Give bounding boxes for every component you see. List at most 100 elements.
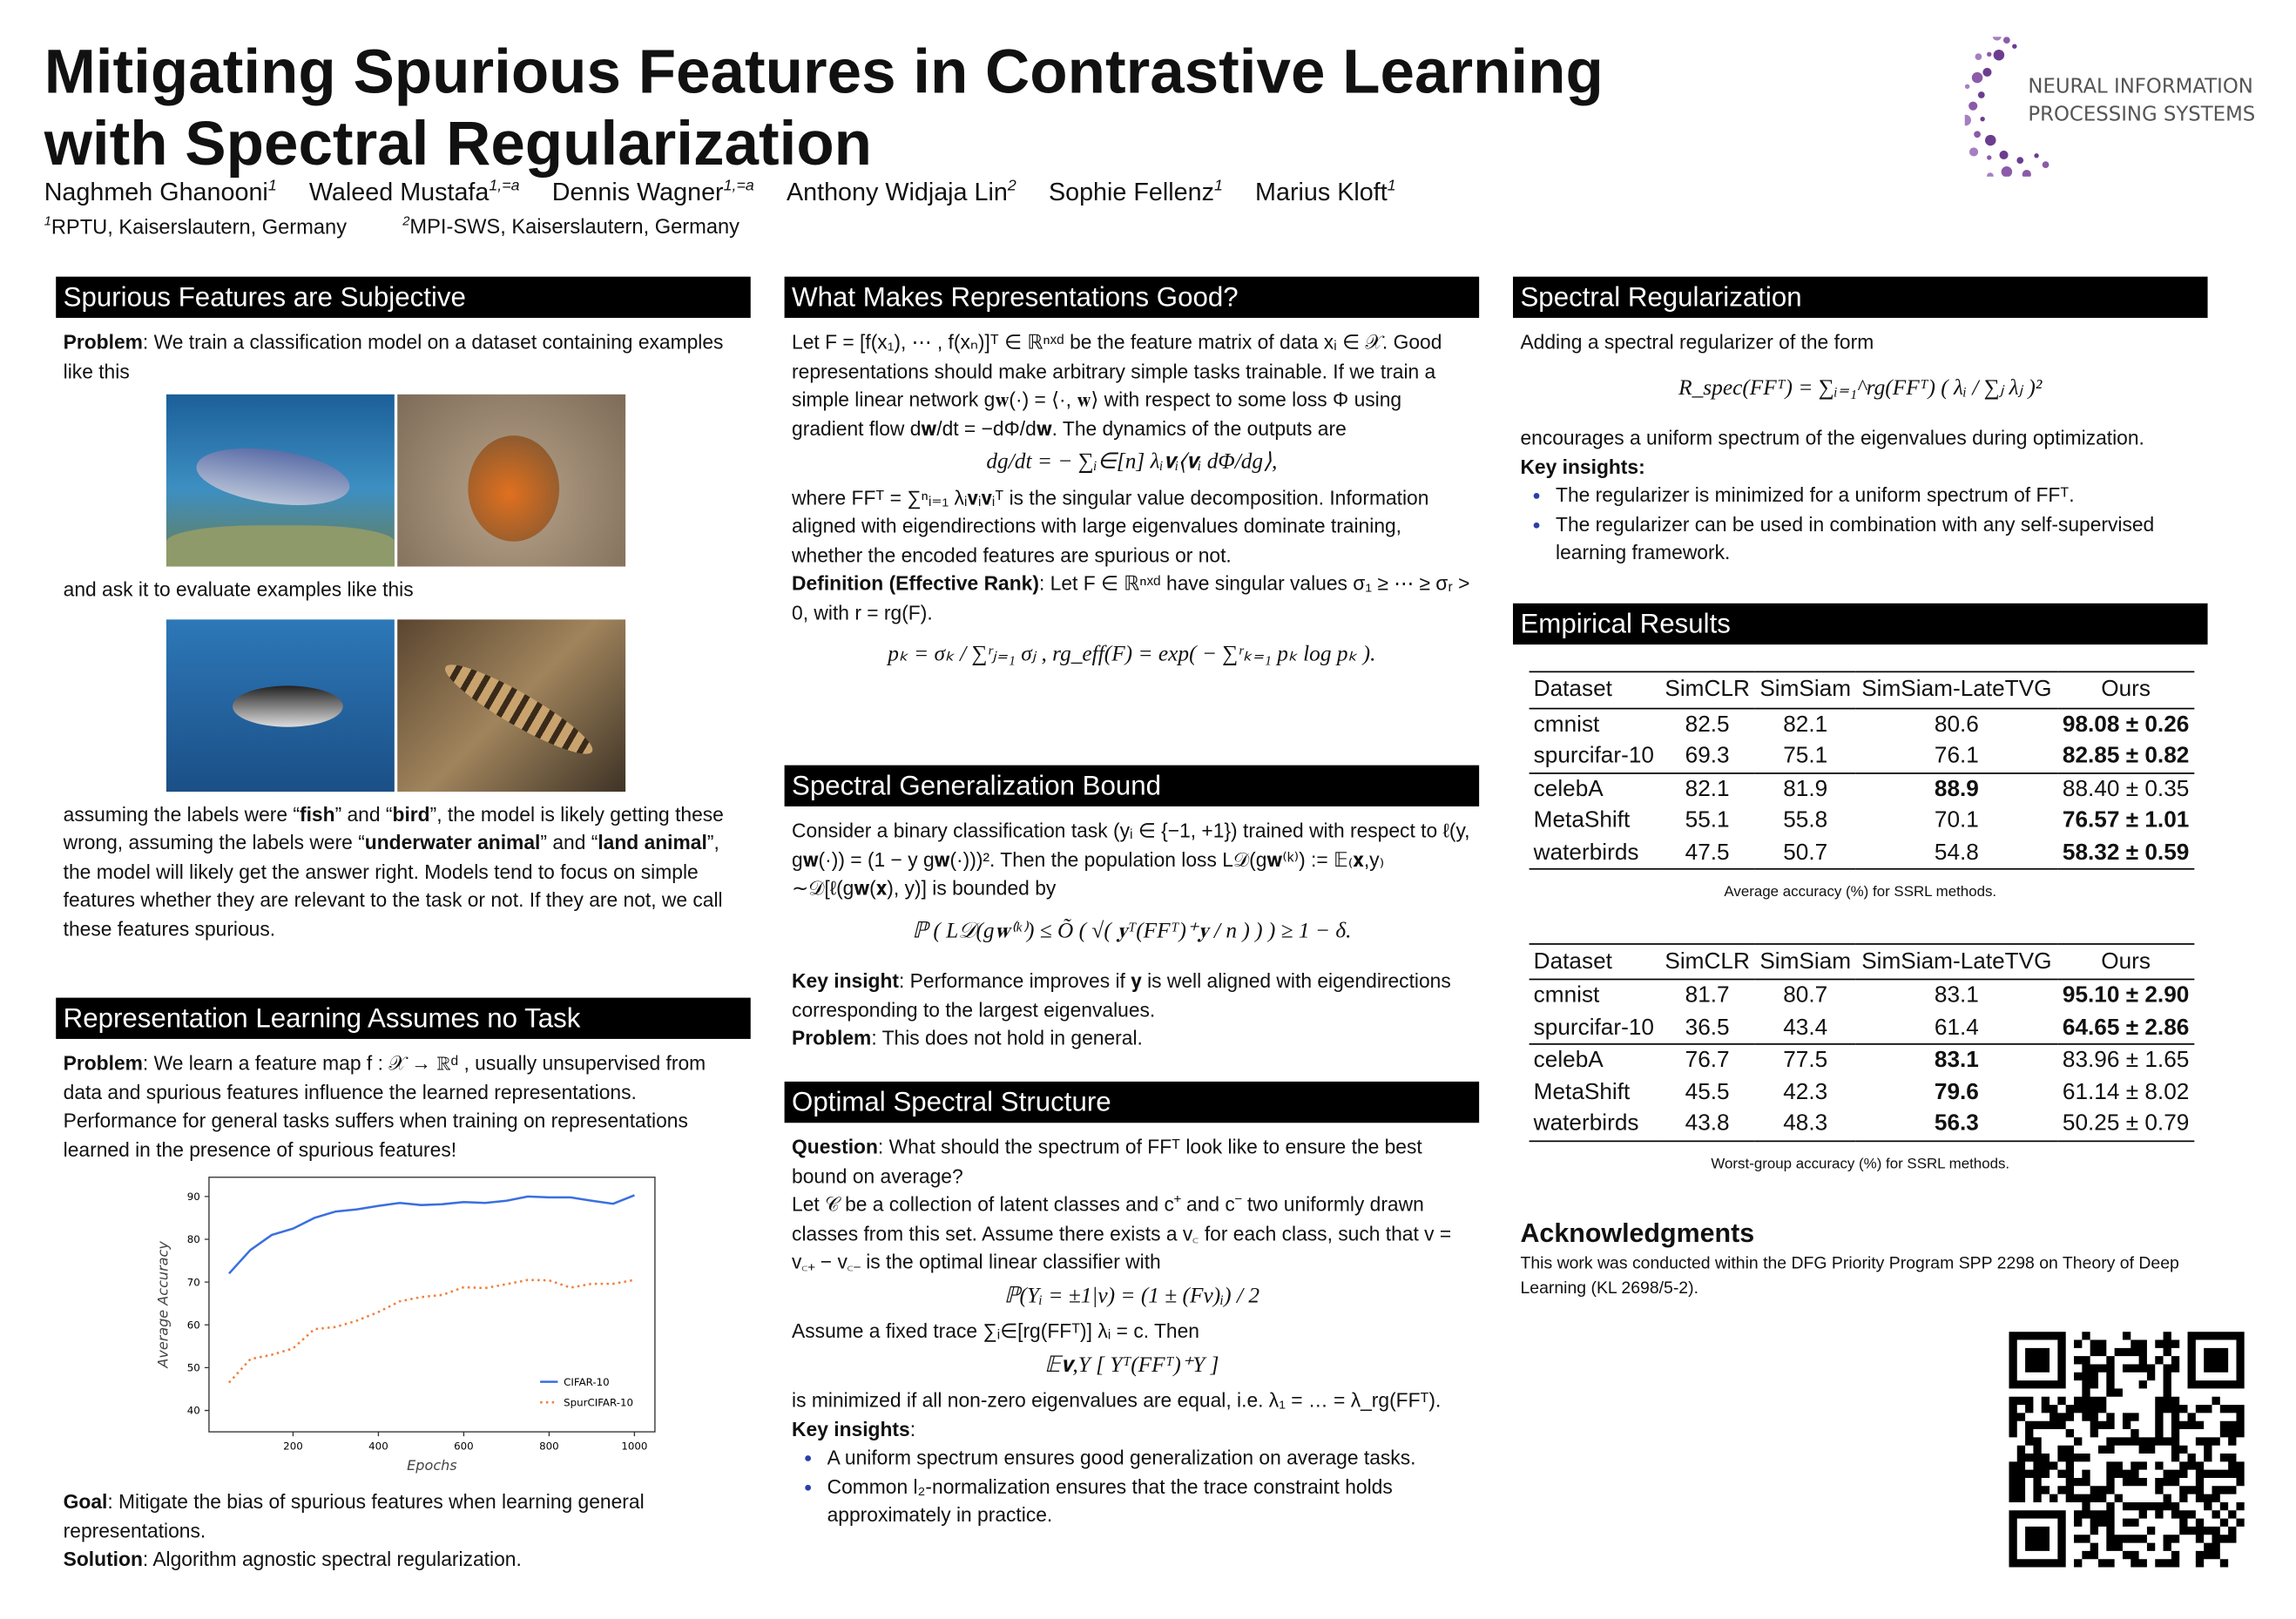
table-cell: 55.8 — [1783, 807, 1828, 833]
table-header: SimCLR — [1659, 671, 1755, 709]
text: Sophie Fellenz — [1048, 177, 1214, 206]
text: : We learn a feature map f : 𝒳 → ℝᵈ , us… — [63, 1052, 706, 1161]
section-title: Spectral Generalization Bound — [784, 765, 1480, 806]
bullet-list: The regularizer is minimized for a unifo… — [1520, 482, 2200, 568]
text: 1 — [1213, 176, 1223, 195]
text: ”, the model is likely getting these wro… — [63, 802, 724, 854]
table-cell: 36.5 — [1685, 1015, 1730, 1040]
equation: 𝔼𝐯,Y [ Yᵀ(FFᵀ)⁺Y ] — [1044, 1353, 1219, 1377]
x-tick-label: 800 — [539, 1440, 559, 1452]
photo-lizard — [397, 618, 626, 792]
qr-code — [2009, 1332, 2245, 1568]
table-cell: spurcifar-10 — [1533, 1015, 1654, 1040]
text: 2 — [402, 213, 410, 228]
y-tick-label: 50 — [187, 1362, 200, 1374]
section: Representation Learning Assumes no Task … — [56, 997, 751, 1575]
table-cell: MetaShift — [1533, 807, 1631, 833]
title-line: with Spectral Regularization — [44, 109, 873, 179]
series-line — [228, 1194, 635, 1275]
author: Marius Kloft1 — [1255, 176, 1396, 206]
y-tick-label: 60 — [187, 1319, 200, 1331]
text: Marius Kloft — [1255, 177, 1388, 206]
x-tick-label: 200 — [283, 1440, 303, 1452]
element: spurcifar-10 69.3 75.1 76.1 82.85 ± 0.82 — [1530, 740, 2195, 772]
text: fish — [299, 802, 335, 826]
table-cell: 48.3 — [1754, 1108, 1856, 1142]
logo-dot — [1980, 116, 1985, 122]
table-cell: 82.85 ± 0.82 — [2062, 743, 2190, 769]
element: Dataset SimCLR SimSiam SimSiam-LateTVG Ours c… — [1513, 644, 2208, 1178]
bullet: The regularizer is minimized for a unifo… — [1556, 482, 2200, 510]
equation: pₖ = σₖ / ∑ʳⱼ₌₁ σⱼ , rg_eff(F) = exp( − … — [888, 643, 1376, 667]
legend-label: SpurCIFAR-10 — [564, 1397, 633, 1409]
logo-dot — [1992, 37, 2002, 41]
element — [232, 685, 343, 726]
element: MetaShift 45.5 42.3 79.6 61.14 ± 8.02 — [1530, 1076, 2195, 1108]
table-header: SimSiam — [1754, 671, 1856, 709]
table-cell: 61.14 ± 8.02 — [2062, 1079, 2190, 1105]
element: MetaShift 55.1 55.8 70.1 76.57 ± 1.01 — [1530, 805, 2195, 836]
table-cell: 98.08 ± 0.26 — [2062, 711, 2190, 737]
table-cell: 47.5 — [1659, 836, 1755, 870]
section-title: Empirical Results — [1513, 603, 2208, 645]
text: 1,=a — [489, 176, 520, 195]
table-cell: 54.8 — [1855, 836, 2057, 870]
table-header: SimSiam-LateTVG — [1855, 942, 2057, 981]
logo-dot — [1999, 150, 2009, 159]
table-cell: 82.5 — [1685, 711, 1730, 737]
results-table: Dataset SimCLR SimSiam SimSiam-LateTVG Ours c… — [1529, 942, 2195, 1142]
table-cell: cmnist — [1533, 982, 1600, 1009]
logo-dot — [1987, 172, 1994, 177]
text: 2 — [1007, 176, 1016, 195]
element — [437, 651, 601, 766]
section: Empirical Results Dataset SimCLR SimSiam Si… — [1513, 603, 2208, 1214]
table-cell: 77.5 — [1754, 1042, 1856, 1077]
ack-title: Acknowledgments — [1520, 1218, 1755, 1248]
y-tick-label: 80 — [187, 1233, 200, 1245]
table-cell: 88.40 ± 0.35 — [2056, 772, 2195, 806]
author: Waleed Mustafa1,=a — [309, 176, 520, 206]
text: 1 — [1387, 176, 1396, 195]
table-header: SimSiam — [1754, 942, 1856, 981]
logo-dot — [1987, 51, 1992, 57]
logo-dot — [2034, 153, 2039, 159]
plot-frame — [208, 1177, 656, 1433]
line-chart: 40 50 60 70 80 90 200 400 600 800 1000 Epochs Averag… — [155, 1177, 656, 1474]
equation: R_spec(FFᵀ) = ∑ᵢ₌₁^rg(FFᵀ) ( λᵢ / ∑ⱼ λⱼ … — [1678, 375, 2043, 400]
section-title: Spectral Regularization — [1513, 276, 2208, 318]
paragraph: Let 𝒞 be a collection of latent classes … — [792, 1193, 1452, 1273]
table-cell: 45.5 — [1685, 1079, 1730, 1105]
logo-dot — [1982, 67, 1992, 78]
paragraph: assuming the labels were “fish” and “bir… — [64, 799, 744, 943]
text: ”, the model will likely get the answer … — [63, 831, 723, 940]
element: Let F = [f(x₁), ⋯ , f(xₙ)]ᵀ ∈ ℝⁿˣᵈ be th… — [785, 318, 1480, 671]
text: : Let F ∈ ℝⁿˣᵈ have singular values σ₁ ≥… — [792, 572, 1470, 624]
logo-dot — [1977, 91, 1985, 98]
y-tick-label: 40 — [187, 1405, 200, 1417]
y-tick-label: 90 — [187, 1191, 200, 1203]
paragraph: Consider a binary classification task (y… — [792, 820, 1470, 900]
acknowledgments: Acknowledgments This work was conducted … — [1520, 1218, 2205, 1302]
text: ” and “ — [334, 802, 393, 826]
author: Sophie Fellenz1 — [1048, 176, 1223, 206]
tables: Dataset SimCLR SimSiam SimSiam-LateTVG Ours c… — [1520, 671, 2200, 1179]
text: : Algorithm agnostic spectral regulariza… — [142, 1548, 522, 1570]
paragraph: Question: What should the spectrum of FF… — [792, 1133, 1472, 1191]
text: 1 — [267, 176, 277, 195]
text: 1,=a — [723, 176, 754, 195]
element: Question: What should the spectrum of FF… — [785, 1123, 1480, 1529]
paragraph: and ask it to evaluate examples like thi… — [63, 578, 414, 601]
table-header: Ours — [2056, 671, 2195, 709]
table-cell: 61.4 — [1934, 1015, 1979, 1040]
paragraph: Let F = [f(x₁), ⋯ , f(xₙ)]ᵀ ∈ ℝⁿˣᵈ be th… — [792, 331, 1442, 440]
author: Dennis Wagner1,=a — [552, 176, 754, 206]
section: What Makes Representations Good? Let F =… — [784, 276, 1480, 677]
text: MPI-SWS, Kaiserslautern, Germany — [409, 214, 739, 239]
table-cell: 83.1 — [1934, 982, 1979, 1009]
logo-dot — [2042, 161, 2050, 168]
table-cell: cmnist — [1533, 711, 1600, 737]
text: 1 — [44, 213, 51, 228]
logo-dot — [2001, 165, 2013, 177]
section-title: Optimal Spectral Structure — [784, 1081, 1480, 1123]
